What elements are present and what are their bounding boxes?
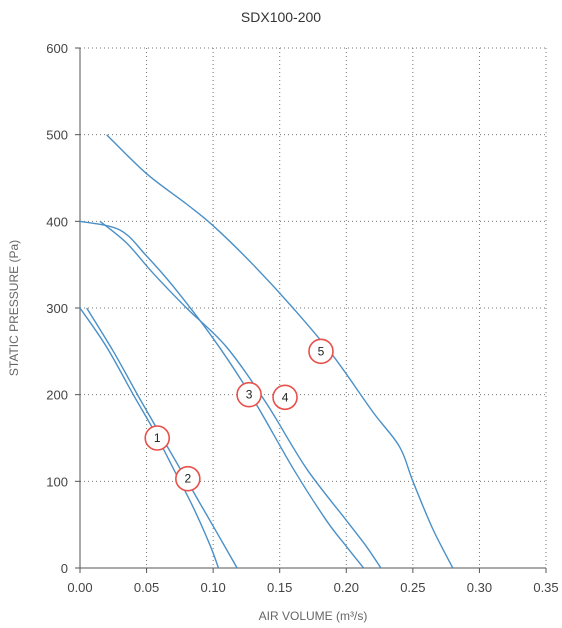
x-tick-label: 0.00 bbox=[67, 580, 92, 595]
series bbox=[79, 134, 454, 569]
y-axis-label: STATIC PRESSURE (Pa) bbox=[7, 240, 21, 376]
curve-marker-5: 5 bbox=[308, 338, 334, 365]
y-tick-label: 100 bbox=[46, 474, 68, 489]
marker-circle bbox=[308, 338, 334, 365]
curve-3-line bbox=[79, 220, 365, 569]
x-tick-label: 0.15 bbox=[267, 580, 292, 595]
curve-marker-3: 3 bbox=[236, 381, 262, 408]
y-tick-label: 200 bbox=[46, 388, 68, 403]
marker-label: 5 bbox=[318, 344, 325, 358]
x-tick-label: 0.30 bbox=[467, 580, 492, 595]
marker-label: 1 bbox=[154, 431, 161, 445]
x-tick-label: 0.10 bbox=[200, 580, 225, 595]
y-tick-label: 600 bbox=[46, 41, 68, 56]
curve-2-line bbox=[86, 307, 238, 569]
curve-markers: 1 2 3 4 5 bbox=[144, 338, 334, 492]
tick-labels: 0.00 0.05 0.10 0.15 0.20 0.25 0.30 0.35 0 100 200 3… bbox=[46, 41, 558, 595]
chart-title: SDX100-200 bbox=[241, 9, 321, 25]
marker-label: 3 bbox=[246, 388, 253, 402]
marker-circle bbox=[144, 425, 171, 451]
y-tick-label: 0 bbox=[61, 561, 68, 576]
y-tick-label: 300 bbox=[46, 301, 68, 316]
grid bbox=[80, 47, 547, 568]
x-tick-label: 0.25 bbox=[400, 580, 425, 595]
marker-label: 4 bbox=[282, 390, 289, 404]
x-axis-label: AIR VOLUME (m³/s) bbox=[259, 609, 368, 623]
marker-circle bbox=[272, 384, 298, 411]
x-tick-label: 0.05 bbox=[134, 580, 159, 595]
marker-label: 2 bbox=[185, 472, 192, 486]
marker-circle bbox=[236, 381, 262, 408]
marker-circle bbox=[175, 465, 201, 492]
curve-marker-4: 4 bbox=[272, 384, 298, 411]
y-tick-label: 500 bbox=[46, 128, 68, 143]
curve-5-line bbox=[106, 134, 454, 569]
curve-marker-2: 2 bbox=[175, 465, 201, 492]
x-tick-label: 0.35 bbox=[533, 580, 558, 595]
y-tick-label: 400 bbox=[46, 214, 68, 229]
x-tick-label: 0.20 bbox=[334, 580, 359, 595]
curve-4-line bbox=[99, 220, 382, 569]
curve-marker-1: 1 bbox=[144, 425, 171, 451]
